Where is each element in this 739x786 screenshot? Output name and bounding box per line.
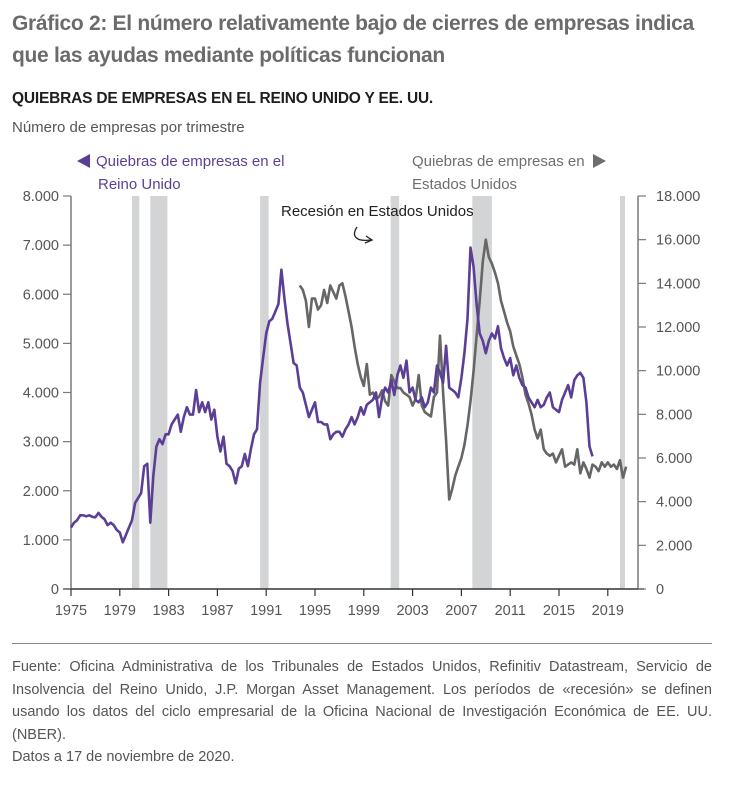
x-tick-label: 2015 [543, 603, 575, 619]
legend-us-line2: Estados Unidos [412, 176, 518, 193]
legend-us-line1: Quiebras de empresas en [412, 153, 585, 170]
x-tick-label: 1999 [348, 603, 380, 619]
series-lines [69, 238, 628, 544]
left-tick-label: 6.000 [23, 287, 59, 303]
footnote-divider [12, 643, 712, 644]
right-tick-label: 4.000 [656, 495, 692, 511]
right-tick-label: 0 [656, 582, 664, 598]
legend-uk-line1: Quiebras de empresas en el [96, 153, 285, 170]
legend-uk: Quiebras de empresas en el Reino Unido [77, 150, 284, 196]
chart-subtitle: QUIEBRAS DE EMPRESAS EN EL REINO UNIDO Y… [12, 90, 434, 107]
legend-us: Quiebras de empresas en Estados Unidos [412, 150, 606, 196]
x-tick-label: 1987 [201, 603, 233, 619]
right-tick-label: 16.000 [656, 233, 700, 249]
left-tick-label: 7.000 [23, 238, 59, 254]
recession-band [150, 196, 168, 589]
x-tick-label: 2011 [495, 603, 526, 619]
x-tick-label: 1979 [104, 603, 136, 619]
left-tick-label: 3.000 [23, 435, 59, 451]
recession-band [620, 196, 625, 589]
axes: 0 1.000 2.000 3.000 4.000 5.000 6.000 7.000 8.00… [23, 189, 701, 619]
legend-uk-line2: Reino Unido [98, 176, 181, 193]
left-tick-label: 1.000 [23, 533, 59, 549]
annotation-arrowhead-icon [364, 235, 374, 244]
unit-label: Número de empresas por trimestre [12, 119, 245, 136]
footnote-date: Datos a 17 de noviembre de 2020. [12, 749, 235, 765]
left-tick-label: 4.000 [23, 386, 59, 402]
right-tick-label: 8.000 [656, 407, 692, 423]
right-tick-label: 6.000 [656, 451, 692, 467]
chart-title: Gráfico 2: El número relativamente bajo … [12, 12, 694, 67]
left-tick-label: 5.000 [23, 336, 59, 352]
annotation-arrow-icon [353, 226, 372, 242]
uk-bankruptcies-line [69, 246, 594, 544]
footnote-source: Fuente: Oficina Administrativa de los Tr… [12, 659, 712, 743]
recession-band [472, 196, 492, 589]
right-tick-label: 10.000 [656, 364, 700, 380]
recession-band [132, 196, 140, 589]
right-tick-label: 14.000 [656, 276, 700, 292]
right-tick-label: 18.000 [656, 189, 700, 205]
footnote: Fuente: Oficina Administrativa de los Tr… [12, 656, 712, 769]
x-tick-label: 2003 [396, 603, 428, 619]
recession-band [260, 196, 269, 589]
x-tick-label: 2019 [592, 603, 624, 619]
x-tick-label: 1991 [250, 603, 282, 619]
x-tick-label: 2007 [445, 603, 477, 619]
left-arrow-icon [77, 153, 90, 168]
right-tick-label: 12.000 [656, 320, 700, 336]
x-tick-label: 1983 [152, 603, 184, 619]
right-tick-label: 2.000 [656, 538, 692, 554]
left-tick-label: 8.000 [23, 189, 59, 205]
chart-area: 0 1.000 2.000 3.000 4.000 5.000 6.000 7.000 8.00… [23, 189, 701, 619]
us-bankruptcies-line [298, 238, 628, 501]
recession-annotation: Recesión en Estados Unidos [281, 203, 474, 220]
x-tick-label: 1995 [299, 603, 331, 619]
x-tick-label: 1975 [55, 603, 87, 619]
left-tick-label: 0 [51, 582, 59, 598]
right-arrow-icon [592, 153, 606, 168]
left-tick-label: 2.000 [23, 484, 59, 500]
